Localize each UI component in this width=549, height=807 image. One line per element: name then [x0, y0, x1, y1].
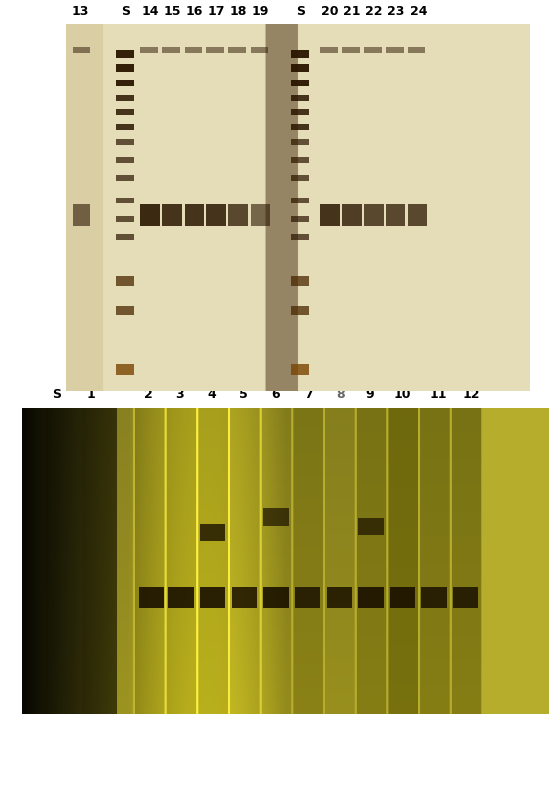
- Text: S: S: [52, 388, 61, 401]
- Text: 4: 4: [208, 388, 216, 401]
- Bar: [116, 198, 133, 203]
- Bar: [453, 587, 478, 608]
- Bar: [291, 364, 309, 375]
- Text: 24: 24: [410, 5, 427, 18]
- Bar: [264, 587, 289, 608]
- Bar: [343, 47, 360, 52]
- Text: 23: 23: [388, 5, 405, 18]
- Bar: [116, 110, 133, 115]
- Bar: [408, 204, 427, 226]
- Bar: [422, 587, 447, 608]
- Text: 5: 5: [239, 388, 248, 401]
- Text: 2: 2: [144, 388, 153, 401]
- Bar: [116, 157, 133, 163]
- Bar: [291, 234, 309, 240]
- Text: S: S: [296, 5, 305, 18]
- Bar: [250, 204, 270, 226]
- Bar: [327, 587, 352, 608]
- Text: 16: 16: [186, 5, 203, 18]
- Text: 7: 7: [304, 388, 312, 401]
- Bar: [408, 47, 425, 52]
- Bar: [291, 157, 309, 163]
- Text: 21: 21: [343, 5, 361, 18]
- Bar: [343, 204, 362, 226]
- Text: 13: 13: [72, 5, 89, 18]
- Bar: [291, 216, 309, 222]
- Bar: [291, 65, 309, 73]
- Text: 19: 19: [251, 5, 268, 18]
- Polygon shape: [22, 408, 549, 714]
- Bar: [200, 587, 226, 608]
- Text: 11: 11: [429, 388, 447, 401]
- Bar: [116, 277, 133, 286]
- Bar: [116, 80, 133, 86]
- Bar: [73, 47, 91, 52]
- Bar: [228, 47, 246, 52]
- Bar: [291, 124, 309, 130]
- Bar: [364, 47, 382, 52]
- Text: 9: 9: [366, 388, 374, 401]
- Bar: [116, 216, 133, 222]
- Text: S: S: [121, 5, 130, 18]
- Bar: [140, 47, 158, 52]
- Bar: [163, 204, 182, 226]
- Bar: [116, 49, 133, 57]
- Bar: [200, 524, 226, 541]
- Text: 3: 3: [175, 388, 183, 401]
- Text: 18: 18: [229, 5, 247, 18]
- Bar: [291, 94, 309, 101]
- Bar: [116, 94, 133, 101]
- Bar: [228, 204, 248, 226]
- Bar: [291, 306, 309, 315]
- Text: 8: 8: [337, 388, 345, 401]
- Bar: [264, 508, 289, 525]
- Bar: [364, 204, 384, 226]
- Bar: [358, 517, 384, 535]
- Bar: [320, 47, 338, 52]
- Bar: [116, 306, 133, 315]
- Bar: [169, 587, 194, 608]
- Bar: [116, 65, 133, 73]
- Bar: [116, 234, 133, 240]
- Bar: [291, 175, 309, 182]
- Text: 22: 22: [365, 5, 383, 18]
- Bar: [232, 587, 257, 608]
- Bar: [291, 198, 309, 203]
- Text: 10: 10: [394, 388, 411, 401]
- Bar: [386, 47, 404, 52]
- Bar: [386, 204, 406, 226]
- Bar: [291, 49, 309, 57]
- Bar: [116, 124, 133, 130]
- Bar: [291, 80, 309, 86]
- Bar: [140, 204, 160, 226]
- Bar: [390, 587, 415, 608]
- Bar: [320, 204, 340, 226]
- Bar: [116, 364, 133, 375]
- Bar: [206, 204, 226, 226]
- Bar: [73, 204, 91, 226]
- Bar: [291, 277, 309, 286]
- Bar: [250, 47, 268, 52]
- Text: 14: 14: [141, 5, 159, 18]
- Bar: [184, 47, 202, 52]
- Text: 20: 20: [321, 5, 338, 18]
- Text: 1: 1: [86, 388, 95, 401]
- Bar: [116, 175, 133, 182]
- Bar: [291, 139, 309, 144]
- Bar: [184, 204, 204, 226]
- Bar: [116, 139, 133, 144]
- Text: 15: 15: [164, 5, 181, 18]
- Bar: [291, 110, 309, 115]
- Bar: [206, 47, 224, 52]
- Text: 6: 6: [272, 388, 281, 401]
- Bar: [295, 587, 320, 608]
- Bar: [358, 587, 384, 608]
- Bar: [139, 587, 164, 608]
- Text: 12: 12: [462, 388, 480, 401]
- Text: 17: 17: [208, 5, 225, 18]
- Bar: [163, 47, 180, 52]
